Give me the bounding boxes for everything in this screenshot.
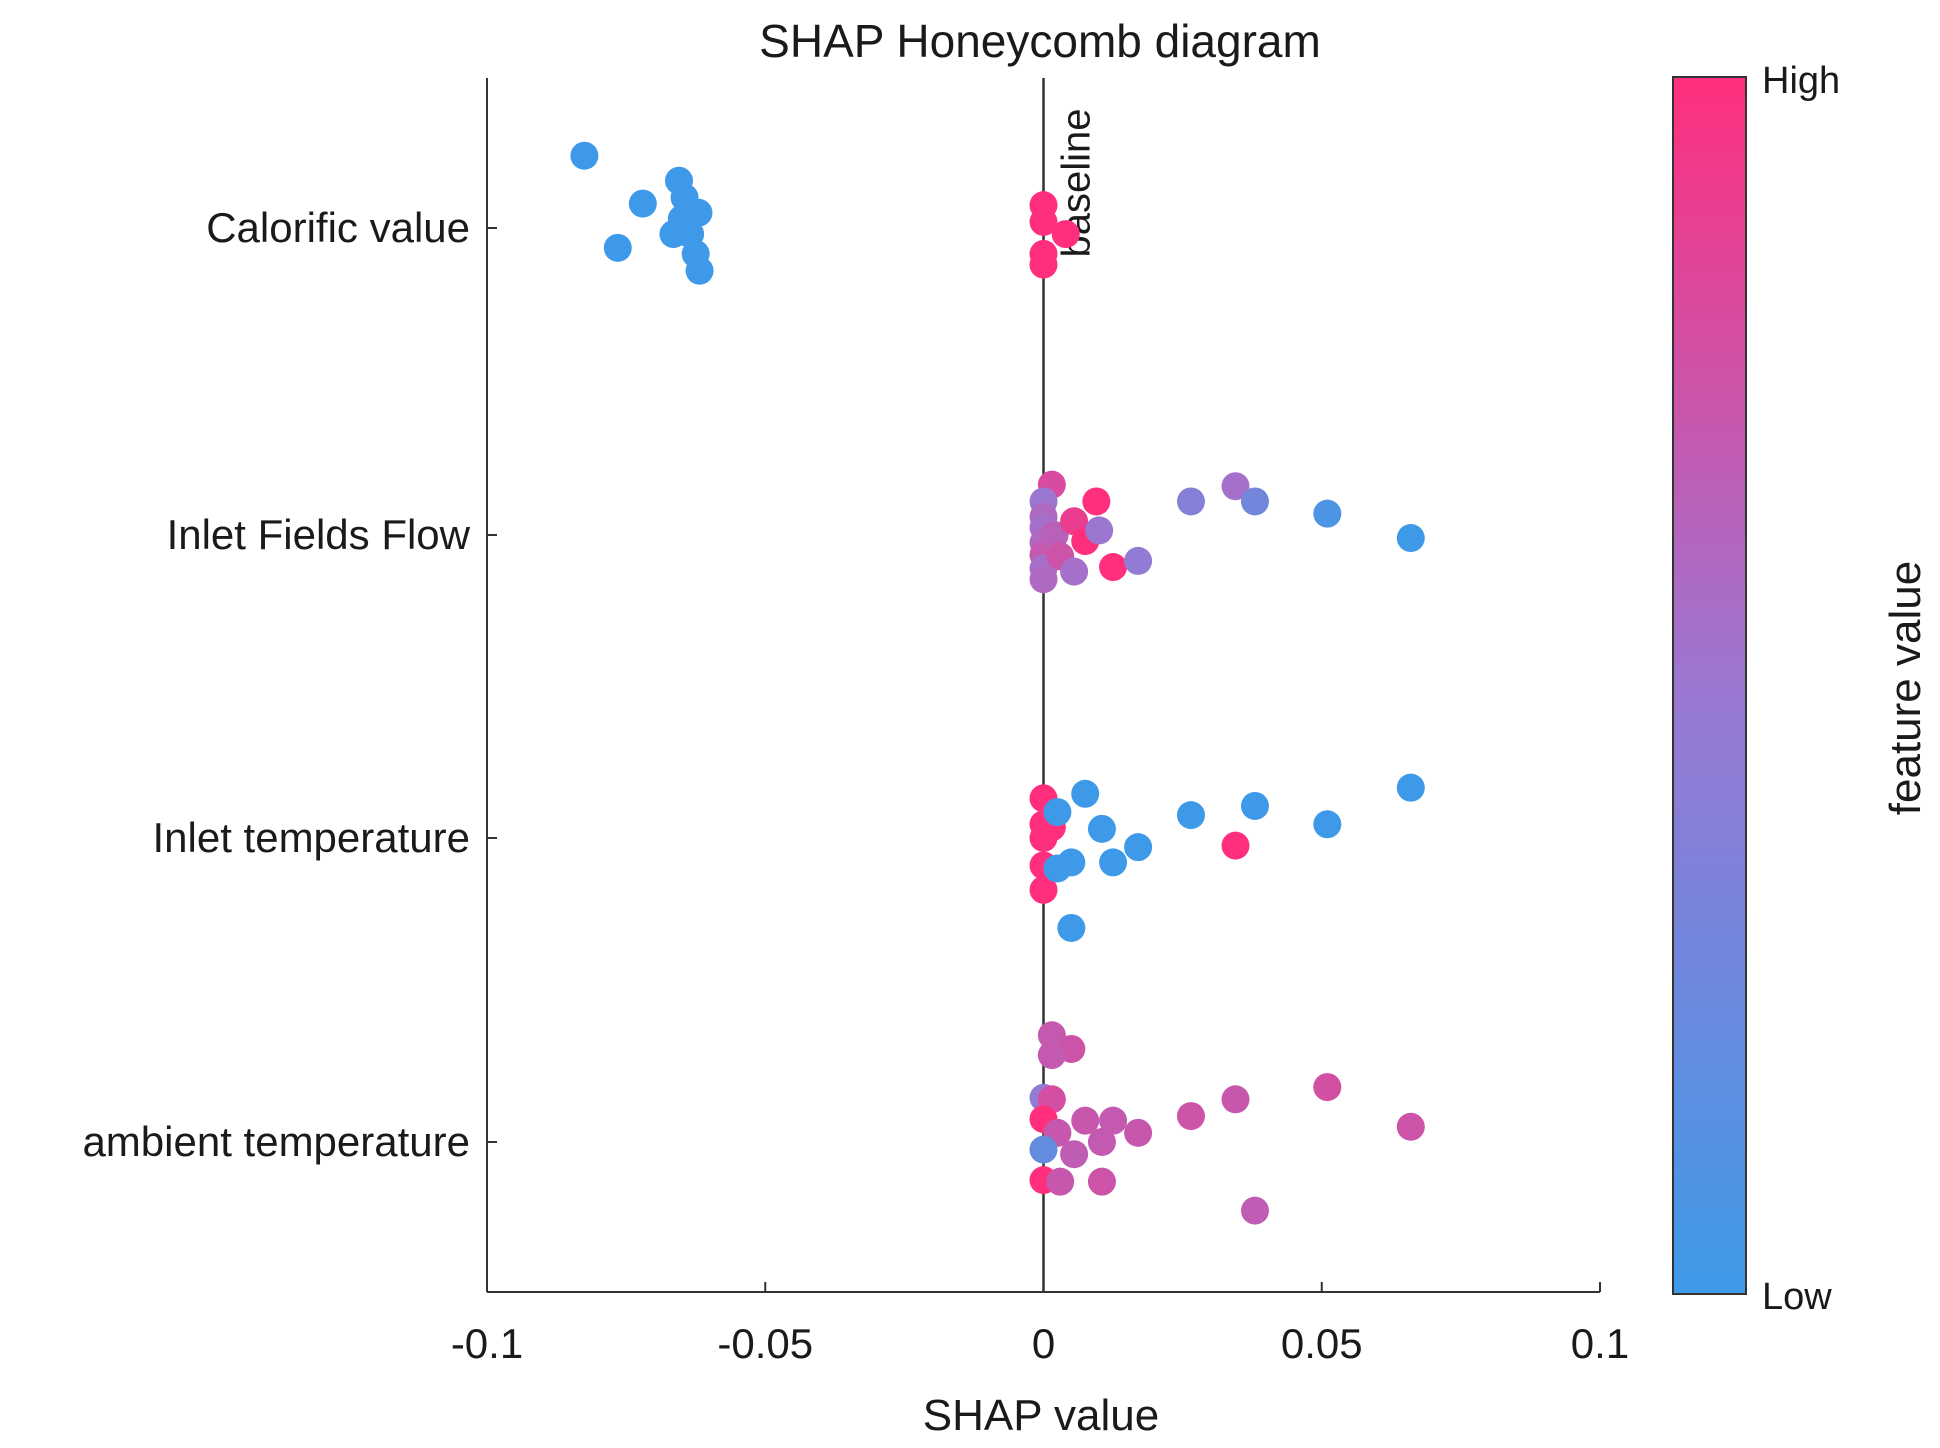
- x-tick-label: -0.1: [451, 1320, 523, 1367]
- shap-point: [1060, 1140, 1089, 1169]
- shap-point: [1057, 913, 1086, 942]
- colorbar-low-label: Low: [1762, 1276, 1832, 1318]
- x-tick-label: 0.05: [1281, 1320, 1363, 1367]
- data-points: [570, 141, 1425, 1225]
- y-axis-ticks: Calorific value Inlet Fields Flow Inlet te…: [82, 204, 497, 1165]
- shap-point: [628, 189, 657, 218]
- colorbar-title: feature value: [1881, 561, 1930, 815]
- shap-point: [1396, 524, 1425, 553]
- shap-point: [1099, 1106, 1128, 1135]
- shap-point: [1240, 791, 1269, 820]
- shap-point: [1071, 1106, 1100, 1135]
- chart-title: SHAP Honeycomb diagram: [759, 15, 1321, 67]
- shap-point: [603, 233, 632, 262]
- shap-point: [1396, 773, 1425, 802]
- shap-point: [1037, 1021, 1066, 1050]
- shap-point: [1051, 220, 1080, 249]
- shap-point: [1099, 553, 1128, 582]
- shap-point: [1313, 499, 1342, 528]
- y-tick-label: Inlet temperature: [152, 814, 470, 861]
- shap-point: [1085, 516, 1114, 545]
- shap-point: [1176, 487, 1205, 516]
- shap-point: [1124, 1118, 1153, 1147]
- x-axis-ticks: -0.1 -0.05 0 0.05 0.1: [451, 1282, 1629, 1367]
- shap-point: [1040, 521, 1069, 549]
- colorbar-gradient: [1672, 76, 1747, 1295]
- x-tick-label: 0: [1032, 1320, 1055, 1367]
- shap-point: [1124, 546, 1153, 575]
- shap-point: [1221, 831, 1250, 860]
- y-tick-label: ambient temperature: [82, 1118, 470, 1165]
- shap-point: [1029, 250, 1058, 279]
- shap-point: [1029, 565, 1058, 594]
- x-tick-label: -0.05: [717, 1320, 813, 1367]
- y-tick-label: Inlet Fields Flow: [167, 511, 471, 558]
- x-tick-label: 0.1: [1571, 1320, 1629, 1367]
- shap-point: [1046, 1167, 1075, 1196]
- colorbar-high-label: High: [1762, 60, 1840, 102]
- shap-point: [1396, 1112, 1425, 1141]
- shap-point: [1099, 848, 1128, 877]
- shap-point: [1313, 810, 1342, 839]
- shap-point: [1057, 848, 1086, 877]
- shap-point: [1221, 1085, 1250, 1114]
- shap-point: [1221, 472, 1250, 501]
- shap-point: [1082, 487, 1111, 516]
- shap-point: [1124, 833, 1153, 862]
- x-axis-label: SHAP value: [923, 1391, 1159, 1440]
- shap-point: [1240, 1196, 1269, 1225]
- shap-point: [1176, 1102, 1205, 1131]
- shap-point: [570, 141, 599, 170]
- shap-point: [1071, 779, 1100, 808]
- shap-point: [1240, 487, 1269, 516]
- colorbar: High Low feature value: [1672, 60, 1930, 1318]
- shap-point: [1037, 1041, 1066, 1070]
- shap-point: [1029, 1135, 1058, 1164]
- shap-point: [1043, 798, 1072, 827]
- shap-point: [1029, 207, 1058, 236]
- shap-point: [1087, 1167, 1116, 1196]
- shap-point: [1029, 875, 1058, 904]
- shap-point: [685, 256, 714, 285]
- shap-point: [1060, 557, 1089, 586]
- plot-area: -0.1 -0.05 0 0.05 0.1 Calorific value Inlet F…: [82, 78, 1629, 1367]
- shap-point: [1176, 801, 1205, 830]
- y-tick-label: Calorific value: [206, 204, 470, 251]
- shap-point: [1087, 814, 1116, 843]
- shap-point: [1313, 1073, 1342, 1102]
- shap-point: [1087, 1128, 1116, 1156]
